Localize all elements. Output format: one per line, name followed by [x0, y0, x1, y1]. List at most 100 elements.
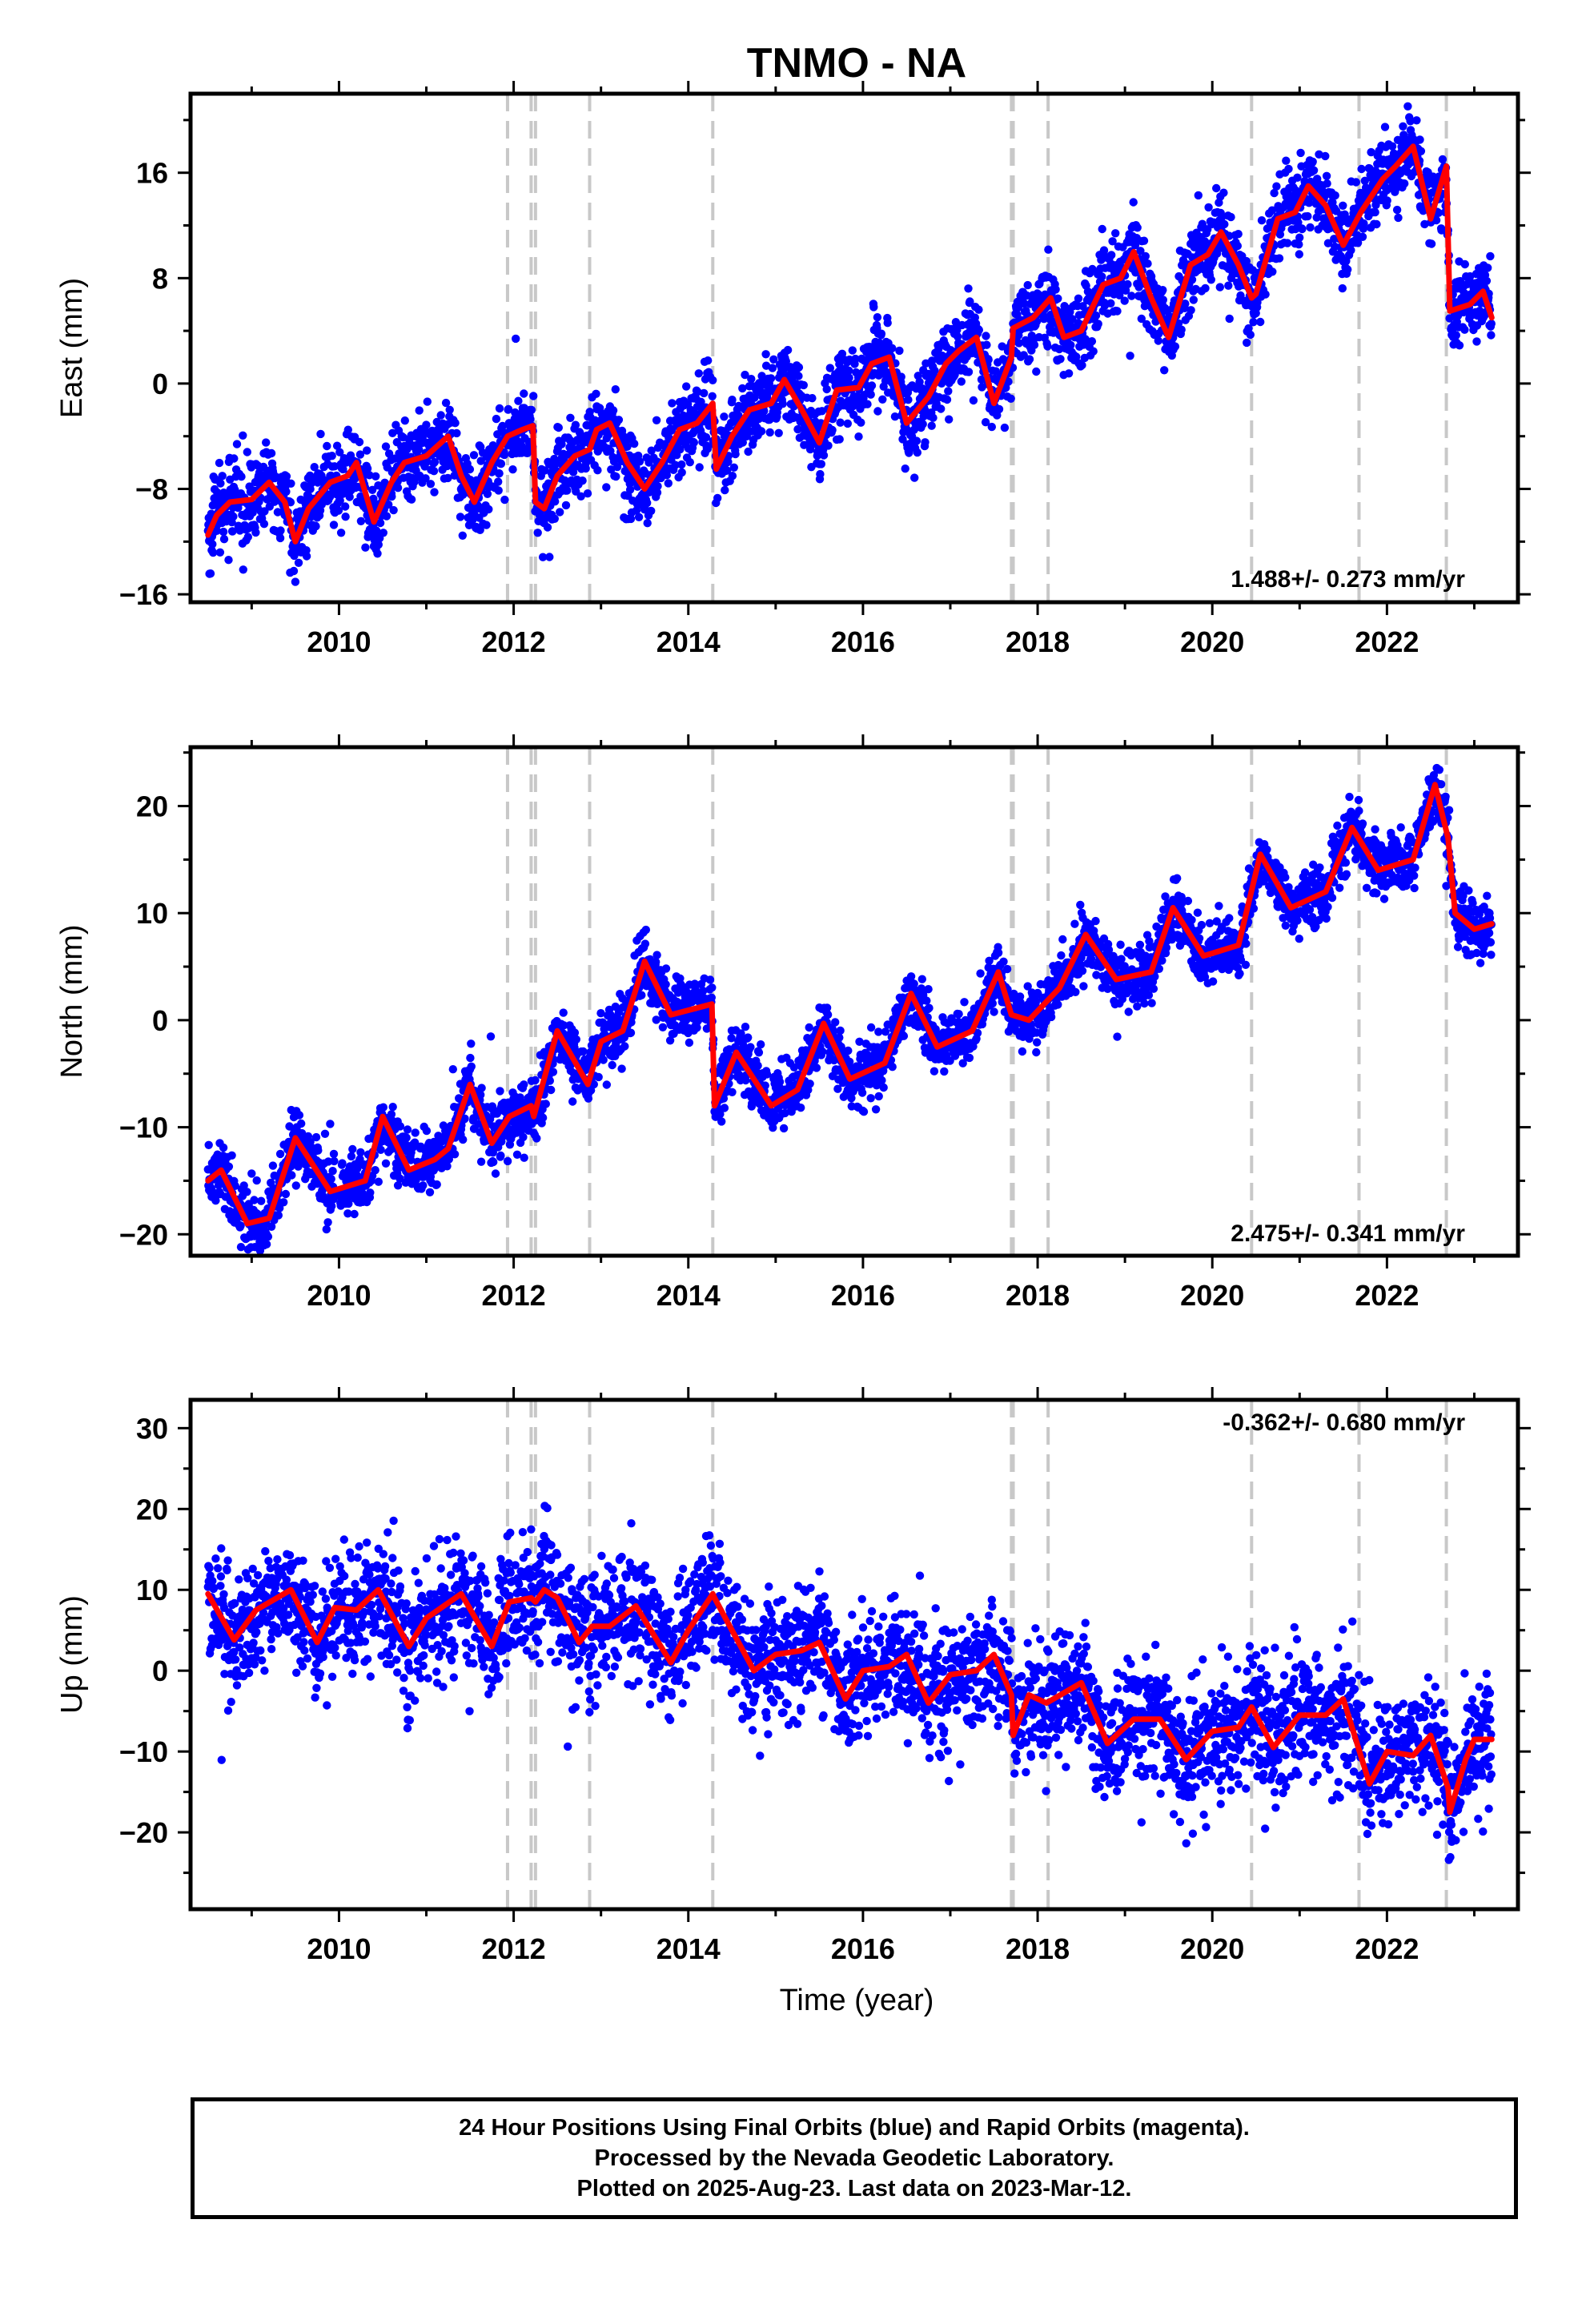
data-point	[432, 1180, 441, 1189]
data-point	[322, 1224, 331, 1234]
data-point	[1243, 338, 1251, 348]
data-point	[229, 512, 238, 521]
data-point	[867, 381, 877, 390]
data-point	[393, 484, 403, 493]
data-point	[311, 1132, 321, 1142]
data-point	[228, 527, 237, 536]
data-point	[496, 459, 506, 468]
data-point	[974, 305, 983, 314]
y-tick-label: 0	[152, 368, 168, 400]
data-point	[945, 415, 954, 424]
data-point	[297, 1119, 306, 1128]
data-point	[379, 529, 387, 537]
data-point	[289, 566, 299, 576]
data-point	[1487, 331, 1496, 340]
data-point	[724, 457, 733, 466]
data-point	[1394, 213, 1403, 223]
data-point	[1380, 123, 1390, 131]
data-point	[969, 396, 978, 405]
data-point	[1098, 272, 1106, 281]
data-point	[216, 479, 225, 488]
data-point	[443, 1162, 452, 1171]
data-point	[224, 556, 233, 565]
y-tick-label: 8	[152, 262, 168, 295]
data-point	[526, 415, 535, 424]
data-point	[685, 1038, 694, 1047]
data-point	[430, 488, 439, 497]
data-point	[538, 1113, 548, 1122]
data-point	[1387, 142, 1397, 151]
data-point	[709, 376, 717, 384]
data-point	[531, 1076, 540, 1085]
data-point	[533, 529, 542, 537]
data-point	[219, 1143, 228, 1152]
data-point	[682, 382, 691, 391]
data-point	[281, 1189, 291, 1199]
data-point	[869, 303, 878, 312]
data-point	[423, 397, 432, 406]
data-point	[363, 464, 372, 473]
data-point	[620, 1042, 629, 1051]
data-point	[512, 334, 520, 344]
data-point	[550, 514, 559, 523]
data-point	[243, 448, 251, 456]
data-point	[1460, 325, 1469, 334]
data-point	[1272, 182, 1281, 191]
data-point	[227, 1151, 236, 1160]
data-point	[355, 450, 365, 459]
data-point	[563, 486, 572, 495]
data-point	[581, 464, 590, 473]
data-point	[1170, 342, 1180, 351]
data-point	[1246, 330, 1255, 340]
data-point	[728, 396, 737, 404]
data-point	[1351, 178, 1361, 187]
data-point	[693, 388, 702, 396]
data-point	[695, 463, 704, 472]
data-point	[380, 478, 389, 487]
data-point	[1023, 280, 1032, 290]
data-point	[1482, 276, 1492, 285]
data-point	[361, 543, 370, 552]
data-point	[897, 372, 905, 381]
data-point	[422, 1126, 432, 1136]
data-point	[836, 418, 845, 427]
data-point	[247, 1169, 256, 1178]
data-point	[637, 991, 646, 999]
data-point	[347, 1152, 356, 1161]
data-point	[486, 1032, 496, 1041]
data-point	[1006, 394, 1015, 403]
data-point	[964, 368, 974, 376]
data-point	[576, 492, 585, 501]
data-point	[623, 442, 632, 451]
data-point	[1044, 245, 1053, 254]
data-point	[843, 419, 853, 428]
data-point	[1106, 299, 1115, 308]
data-point	[282, 487, 291, 497]
data-point	[930, 366, 939, 375]
data-point	[1412, 116, 1421, 125]
data-point	[208, 540, 217, 549]
data-point	[393, 1181, 403, 1190]
data-point	[489, 1157, 498, 1167]
data-point	[1204, 203, 1213, 212]
figure-title: TNMO - NA	[747, 40, 966, 86]
data-point	[913, 448, 922, 457]
data-point	[543, 523, 552, 532]
data-point	[1487, 320, 1496, 328]
data-point	[918, 420, 927, 428]
data-point	[527, 405, 536, 415]
data-point	[212, 526, 221, 535]
data-point	[766, 374, 776, 383]
data-point	[1452, 331, 1461, 340]
data-point	[825, 364, 835, 372]
data-point	[1207, 275, 1216, 284]
data-point	[915, 377, 924, 387]
data-point	[701, 432, 711, 442]
data-point	[1306, 223, 1315, 232]
data-point	[1189, 296, 1199, 304]
data-point	[375, 518, 385, 528]
data-point	[492, 414, 501, 424]
data-point	[1268, 267, 1277, 276]
data-point	[895, 346, 904, 356]
data-point	[757, 427, 766, 436]
